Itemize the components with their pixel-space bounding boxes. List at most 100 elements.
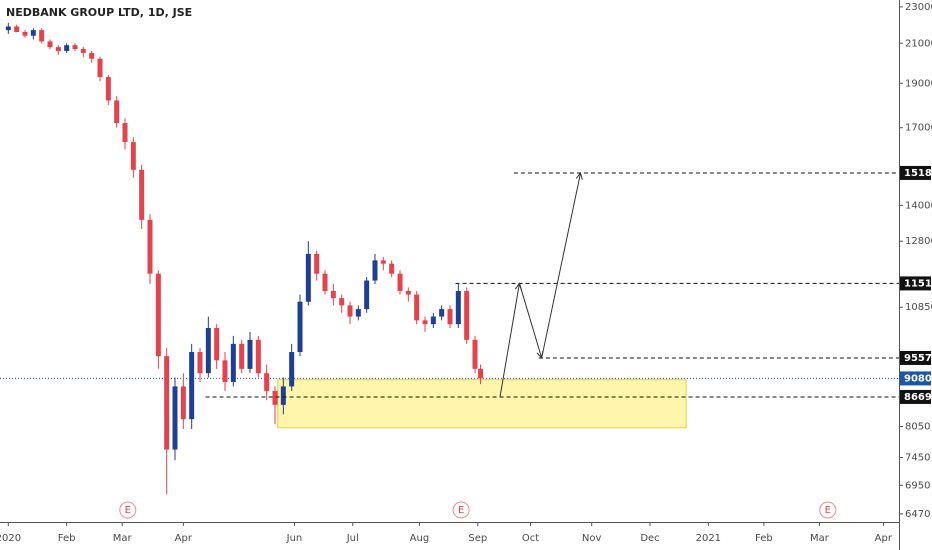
candle-body: [97, 58, 103, 78]
candle-body: [55, 47, 61, 51]
earnings-marker: [452, 501, 470, 519]
y-tick-label: 6470: [905, 509, 930, 520]
current-price-box: [900, 371, 931, 386]
candle-body: [197, 352, 203, 374]
x-tick-label: Dec: [640, 533, 659, 544]
candle-body: [478, 368, 484, 379]
x-tick-label: Nov: [582, 533, 602, 544]
candle-body: [189, 352, 195, 420]
candle-body: [22, 31, 28, 36]
y-tick-label: 10850: [905, 302, 932, 313]
candle-body: [380, 260, 386, 264]
y-tick-label: 6950: [905, 480, 930, 491]
y-tick-label: 7450: [905, 453, 930, 464]
earnings-marker: [819, 501, 837, 519]
level-box: [900, 389, 931, 404]
candle-body: [139, 169, 145, 220]
candle-body: [30, 30, 36, 36]
candle-body: [5, 26, 11, 31]
candle-body: [447, 309, 453, 325]
candle-body: [105, 77, 111, 101]
x-tick-label: Feb: [58, 533, 76, 544]
current-price-label: 9080: [904, 373, 932, 384]
earnings-label: E: [125, 505, 131, 516]
x-tick-label: Oct: [522, 533, 539, 544]
candle-body: [414, 294, 420, 321]
candle-body: [114, 100, 120, 124]
candle-body: [172, 386, 178, 450]
candle-body: [355, 309, 361, 317]
x-tick-label: Mar: [113, 533, 133, 544]
earnings-marker: [119, 501, 137, 519]
candle-body: [39, 30, 45, 42]
candle-body: [405, 290, 411, 295]
level-label: 8669: [904, 392, 932, 403]
candle-body: [397, 273, 403, 291]
x-tick-label: 2021: [696, 533, 721, 544]
earnings-label: E: [825, 505, 831, 516]
candle-body: [122, 123, 128, 143]
candle-body: [464, 290, 470, 340]
candle-body: [314, 253, 320, 274]
candle-body: [164, 356, 170, 450]
y-tick-label: 21000: [905, 38, 932, 49]
level-box: [900, 350, 931, 365]
candle-body: [155, 273, 161, 357]
candle-body: [89, 52, 95, 59]
candle-body: [455, 290, 461, 325]
y-tick-label: 19000: [905, 78, 932, 89]
candle-body: [130, 142, 136, 170]
earnings-label: E: [458, 505, 464, 516]
candle-body: [214, 328, 220, 361]
candle-body: [239, 343, 245, 369]
chart-title: NEDBANK GROUP LTD, 1D, JSE: [6, 6, 192, 19]
y-tick-label: 14000: [905, 200, 932, 211]
candle-body: [272, 390, 278, 405]
candle-body: [472, 339, 478, 369]
candle-body: [180, 386, 186, 420]
x-tick-label: Sep: [468, 533, 487, 544]
candle-body: [339, 298, 345, 306]
arrowhead: [536, 350, 544, 360]
candle-body: [364, 280, 370, 310]
candle-body: [439, 309, 445, 317]
x-tick-label: Jun: [286, 533, 303, 544]
candle-body: [14, 26, 20, 32]
candle-body: [264, 373, 270, 391]
candle-body: [205, 328, 211, 374]
level-box: [900, 276, 931, 291]
candle-body: [72, 45, 78, 50]
candle-body: [255, 339, 261, 374]
candle-body: [247, 339, 253, 369]
candle-body: [430, 316, 436, 325]
x-tick-label: Jul: [346, 533, 359, 544]
y-tick-label: 12800: [905, 236, 932, 247]
level-box: [900, 165, 931, 180]
candle-body: [64, 45, 70, 51]
projection-path: [499, 172, 582, 398]
candle-body: [322, 273, 328, 291]
candle-body: [305, 253, 311, 302]
candle-body: [289, 352, 295, 387]
x-tick-label: Feb: [755, 533, 773, 544]
x-tick-label: 2020: [0, 533, 21, 544]
zone: [277, 379, 687, 429]
y-tick-label: 17000: [905, 123, 932, 134]
level-label: 11516: [904, 278, 932, 289]
arrowhead: [575, 171, 583, 180]
candle-body: [389, 263, 395, 274]
candle-body: [372, 260, 378, 281]
candle-body: [147, 219, 153, 274]
y-tick-label: 23000: [905, 2, 932, 13]
candle-body: [297, 301, 303, 353]
x-tick-label: Aug: [410, 533, 430, 544]
candle-body: [347, 305, 353, 317]
level-label: 9557: [904, 353, 932, 364]
x-tick-label: Apr: [875, 533, 893, 544]
arrowhead: [514, 282, 522, 291]
level-label: 15182: [904, 168, 932, 179]
candle-body: [330, 290, 336, 299]
candle-body: [422, 320, 428, 325]
